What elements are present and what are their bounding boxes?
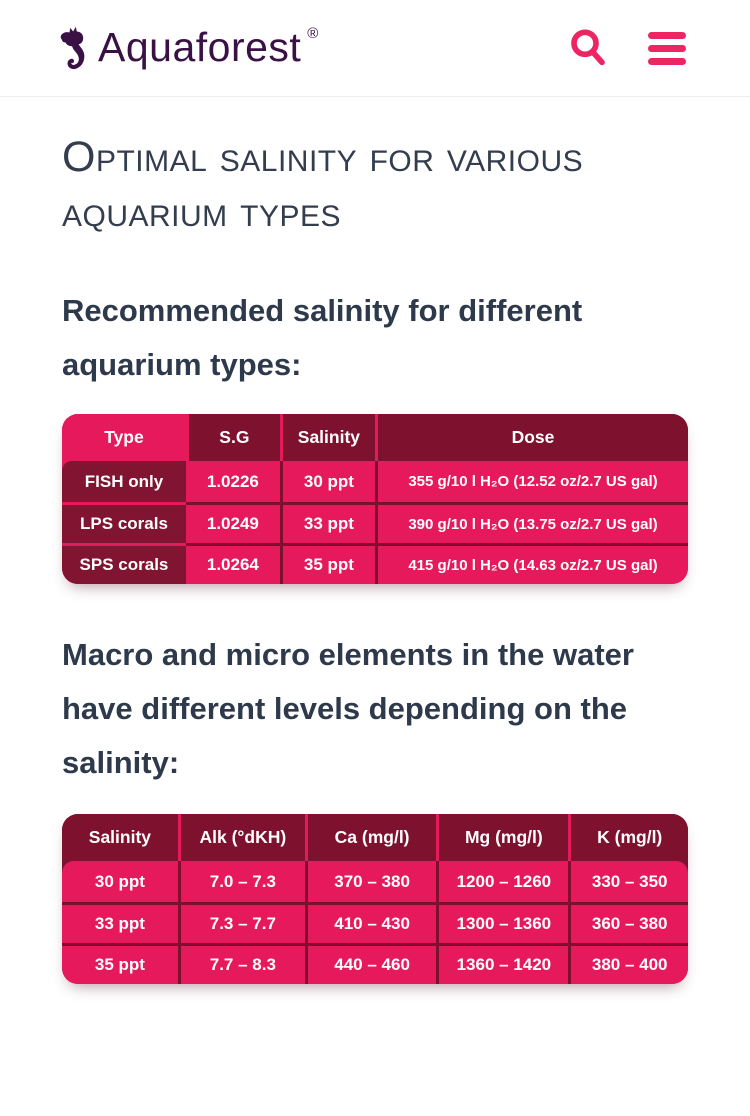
- table-cell: 1300 – 1360: [436, 902, 569, 943]
- brand-logo[interactable]: Aquaforest ®: [56, 24, 318, 72]
- intro-recommended-salinity: Recommended salinity for different aquar…: [62, 293, 583, 382]
- column-header: K (mg/l): [568, 814, 688, 861]
- main-content: Optimal salinity for various aquarium ty…: [0, 130, 750, 984]
- table-cell: 1.0264: [185, 543, 280, 584]
- column-header: Type: [62, 414, 186, 461]
- table-cell: 410 – 430: [304, 902, 437, 943]
- table-cell: 7.3 – 7.7: [177, 902, 305, 943]
- table-row: 33 ppt 7.3 – 7.7 410 – 430 1300 – 1360 360 –…: [62, 902, 688, 943]
- table-cell: 440 – 460: [304, 943, 437, 984]
- page-title: Optimal salinity for various aquarium ty…: [62, 133, 584, 236]
- table-header-row: Type S.G Salinity Dose: [62, 414, 688, 461]
- column-header: Ca (mg/l): [304, 814, 437, 861]
- table-cell: 7.0 – 7.3: [177, 861, 305, 902]
- hamburger-bar: [648, 57, 686, 65]
- column-header: Salinity: [62, 814, 178, 861]
- registered-mark: ®: [307, 25, 319, 42]
- table-cell: 33 ppt: [62, 902, 178, 943]
- table-cell: 1200 – 1260: [436, 861, 568, 902]
- table-cell: LPS corals: [62, 502, 186, 543]
- table-cell: 1360 – 1420: [436, 943, 569, 984]
- table-cell: 330 – 350: [568, 861, 688, 902]
- search-button[interactable]: [568, 27, 608, 70]
- intro-macro-micro-elements: Macro and micro elements in the water ha…: [62, 637, 634, 780]
- table-cell: 30 ppt: [94, 871, 145, 891]
- table-cell: 33 ppt: [279, 502, 375, 543]
- table-row: LPS corals 1.0249 33 ppt 390 g/10 l H₂O (13…: [62, 502, 688, 543]
- table-cell: 30 ppt: [279, 461, 375, 502]
- header-actions: [568, 27, 686, 70]
- brand-wordmark: Aquaforest: [98, 24, 302, 70]
- table-cell: 355 g/10 l H₂O (12.52 oz/2.7 US gal): [374, 461, 688, 502]
- table-cell: 1.0226: [206, 471, 259, 491]
- table-row: SPS corals 1.0264 35 ppt 415 g/10 l H₂O (14…: [62, 543, 688, 584]
- column-header: S.G: [185, 414, 280, 461]
- hamburger-bar: [648, 44, 686, 52]
- table-cell: 415 g/10 l H₂O (14.63 oz/2.7 US gal): [374, 543, 688, 584]
- table-cell: 360 – 380: [568, 902, 688, 943]
- elements-levels-table: Salinity Alk (°dKH) Ca (mg/l) Mg (mg/l) K (m…: [62, 814, 688, 984]
- table-body: 30 ppt 7.0 – 7.3 370 – 380 1200 – 1260 330 –…: [62, 861, 688, 984]
- table-row: 35 ppt 7.7 – 8.3 440 – 460 1360 – 1420 380 –…: [62, 943, 688, 984]
- table-row: 30 ppt 7.0 – 7.3 370 – 380 1200 – 1260 330 –…: [62, 861, 688, 902]
- site-header: Aquaforest ®: [0, 0, 750, 97]
- table-cell: 370 – 380: [304, 861, 436, 902]
- salinity-dose-table: Type S.G Salinity Dose FISH only 1.0226 30 pp…: [62, 414, 688, 584]
- column-header: Salinity: [279, 414, 375, 461]
- column-header: Mg (mg/l): [436, 814, 569, 861]
- table-body: FISH only 1.0226 30 ppt 355 g/10 l H₂O (12.…: [62, 461, 688, 584]
- table-row: FISH only 1.0226 30 ppt 355 g/10 l H₂O (12.…: [62, 461, 688, 502]
- hamburger-menu-button[interactable]: [648, 31, 686, 65]
- table-cell: 390 g/10 l H₂O (13.75 oz/2.7 US gal): [374, 502, 688, 543]
- table-header-row: Salinity Alk (°dKH) Ca (mg/l) Mg (mg/l) K (m…: [62, 814, 688, 861]
- column-header: Dose: [374, 414, 688, 461]
- table-cell: SPS corals: [62, 543, 186, 584]
- hamburger-bar: [648, 31, 686, 39]
- search-icon: [568, 29, 608, 70]
- table-cell: 1.0249: [185, 502, 280, 543]
- seahorse-icon: [56, 24, 92, 72]
- table-cell: FISH only: [62, 461, 186, 502]
- column-header: Alk (°dKH): [177, 814, 305, 861]
- table-cell: 35 ppt: [62, 943, 178, 984]
- table-cell: 7.7 – 8.3: [177, 943, 305, 984]
- table-cell: 380 – 400: [568, 943, 688, 984]
- table-cell: 35 ppt: [279, 543, 375, 584]
